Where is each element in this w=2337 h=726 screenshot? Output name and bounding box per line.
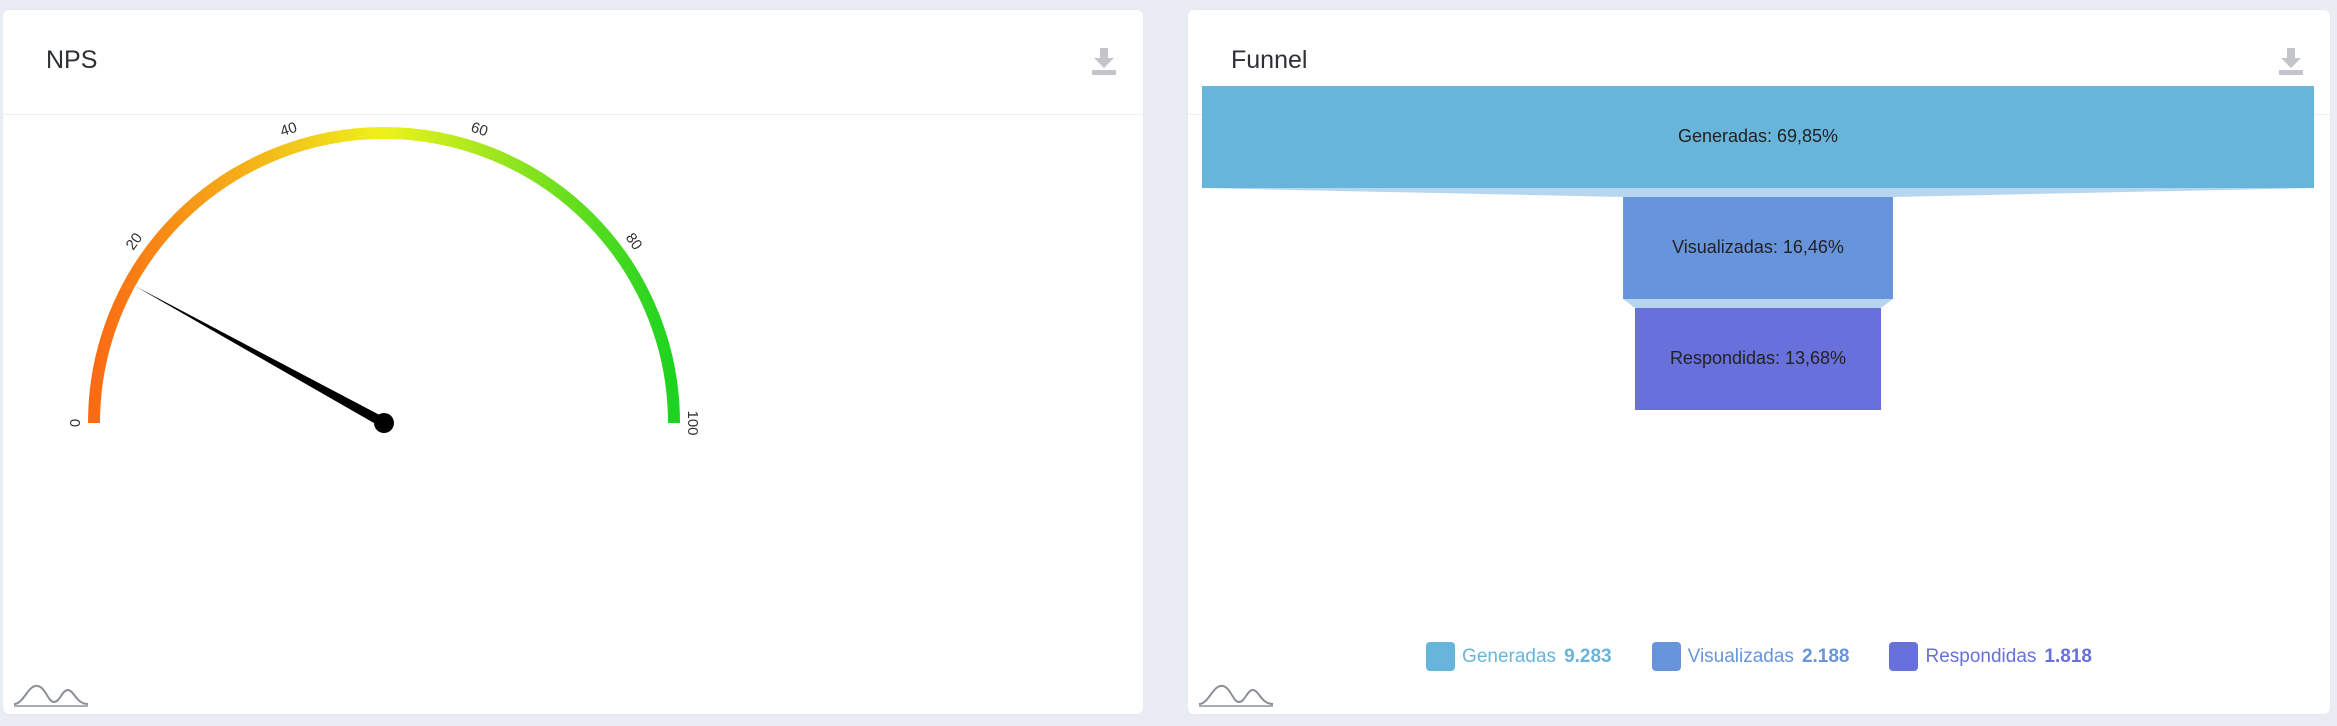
wave-chart-icon[interactable] (1197, 678, 1275, 708)
funnel-connector (1202, 188, 2314, 197)
gauge-tick-label: 60 (469, 119, 490, 140)
legend-item-visualizadas[interactable]: Visualizadas 2.188 (1651, 642, 1850, 671)
funnel-chart: Generadas: 69,85% Visualizadas: 16,46% Res… (1202, 86, 2314, 410)
funnel-connector (1623, 299, 1893, 308)
legend-swatch (1889, 642, 1919, 671)
gauge-needle (135, 286, 387, 428)
legend-value: 2.188 (1801, 645, 1850, 667)
funnel-stage-label: Generadas: 69,85% (1678, 126, 1838, 146)
funnel-stage-label: Respondidas: 13,68% (1670, 348, 1846, 368)
legend-swatch (1426, 642, 1456, 671)
nps-card-header: NPS (3, 10, 1143, 115)
gauge-tick-label: 80 (622, 230, 646, 253)
funnel-title: Funnel (1231, 46, 1308, 74)
legend-item-generadas[interactable]: Generadas 9.283 (1426, 642, 1612, 671)
funnel-card: Funnel Generadas: 69,85% Visualizadas: 16… (1188, 10, 2330, 714)
gauge-tick-label: 100 (684, 410, 701, 435)
legend-value: 1.818 (2044, 645, 2092, 667)
legend-name: Generadas (1462, 645, 1557, 667)
nps-card: NPS 0 20 40 60 80 100 (3, 10, 1143, 714)
legend-item-respondidas[interactable]: Respondidas 1.818 (1889, 642, 2092, 671)
funnel-stage[interactable] (1623, 197, 1893, 299)
legend-value: 9.283 (1564, 645, 1612, 667)
gauge-tick-label: 0 (67, 419, 84, 427)
download-icon[interactable] (1090, 46, 1118, 76)
wave-chart-icon[interactable] (12, 678, 90, 708)
nps-title: NPS (46, 46, 98, 74)
gauge-tick-label: 40 (278, 119, 299, 140)
nps-gauge-chart: 0 20 40 60 80 100 (67, 119, 701, 436)
gauge-tick-label: 20 (123, 230, 147, 253)
funnel-stage[interactable] (1202, 86, 2314, 188)
funnel-stage[interactable] (1634, 308, 1882, 410)
legend-name: Respondidas (1925, 645, 2037, 667)
legend-name: Visualizadas (1687, 645, 1794, 667)
legend-swatch (1651, 642, 1681, 671)
funnel-legend: Generadas 9.283 Visualizadas 2.188 Respo… (1188, 642, 2330, 671)
funnel-stage-label: Visualizadas: 16,46% (1672, 237, 1844, 257)
gauge-arc (88, 127, 680, 424)
gauge-needle-hub (374, 413, 394, 433)
download-icon[interactable] (2277, 46, 2305, 76)
